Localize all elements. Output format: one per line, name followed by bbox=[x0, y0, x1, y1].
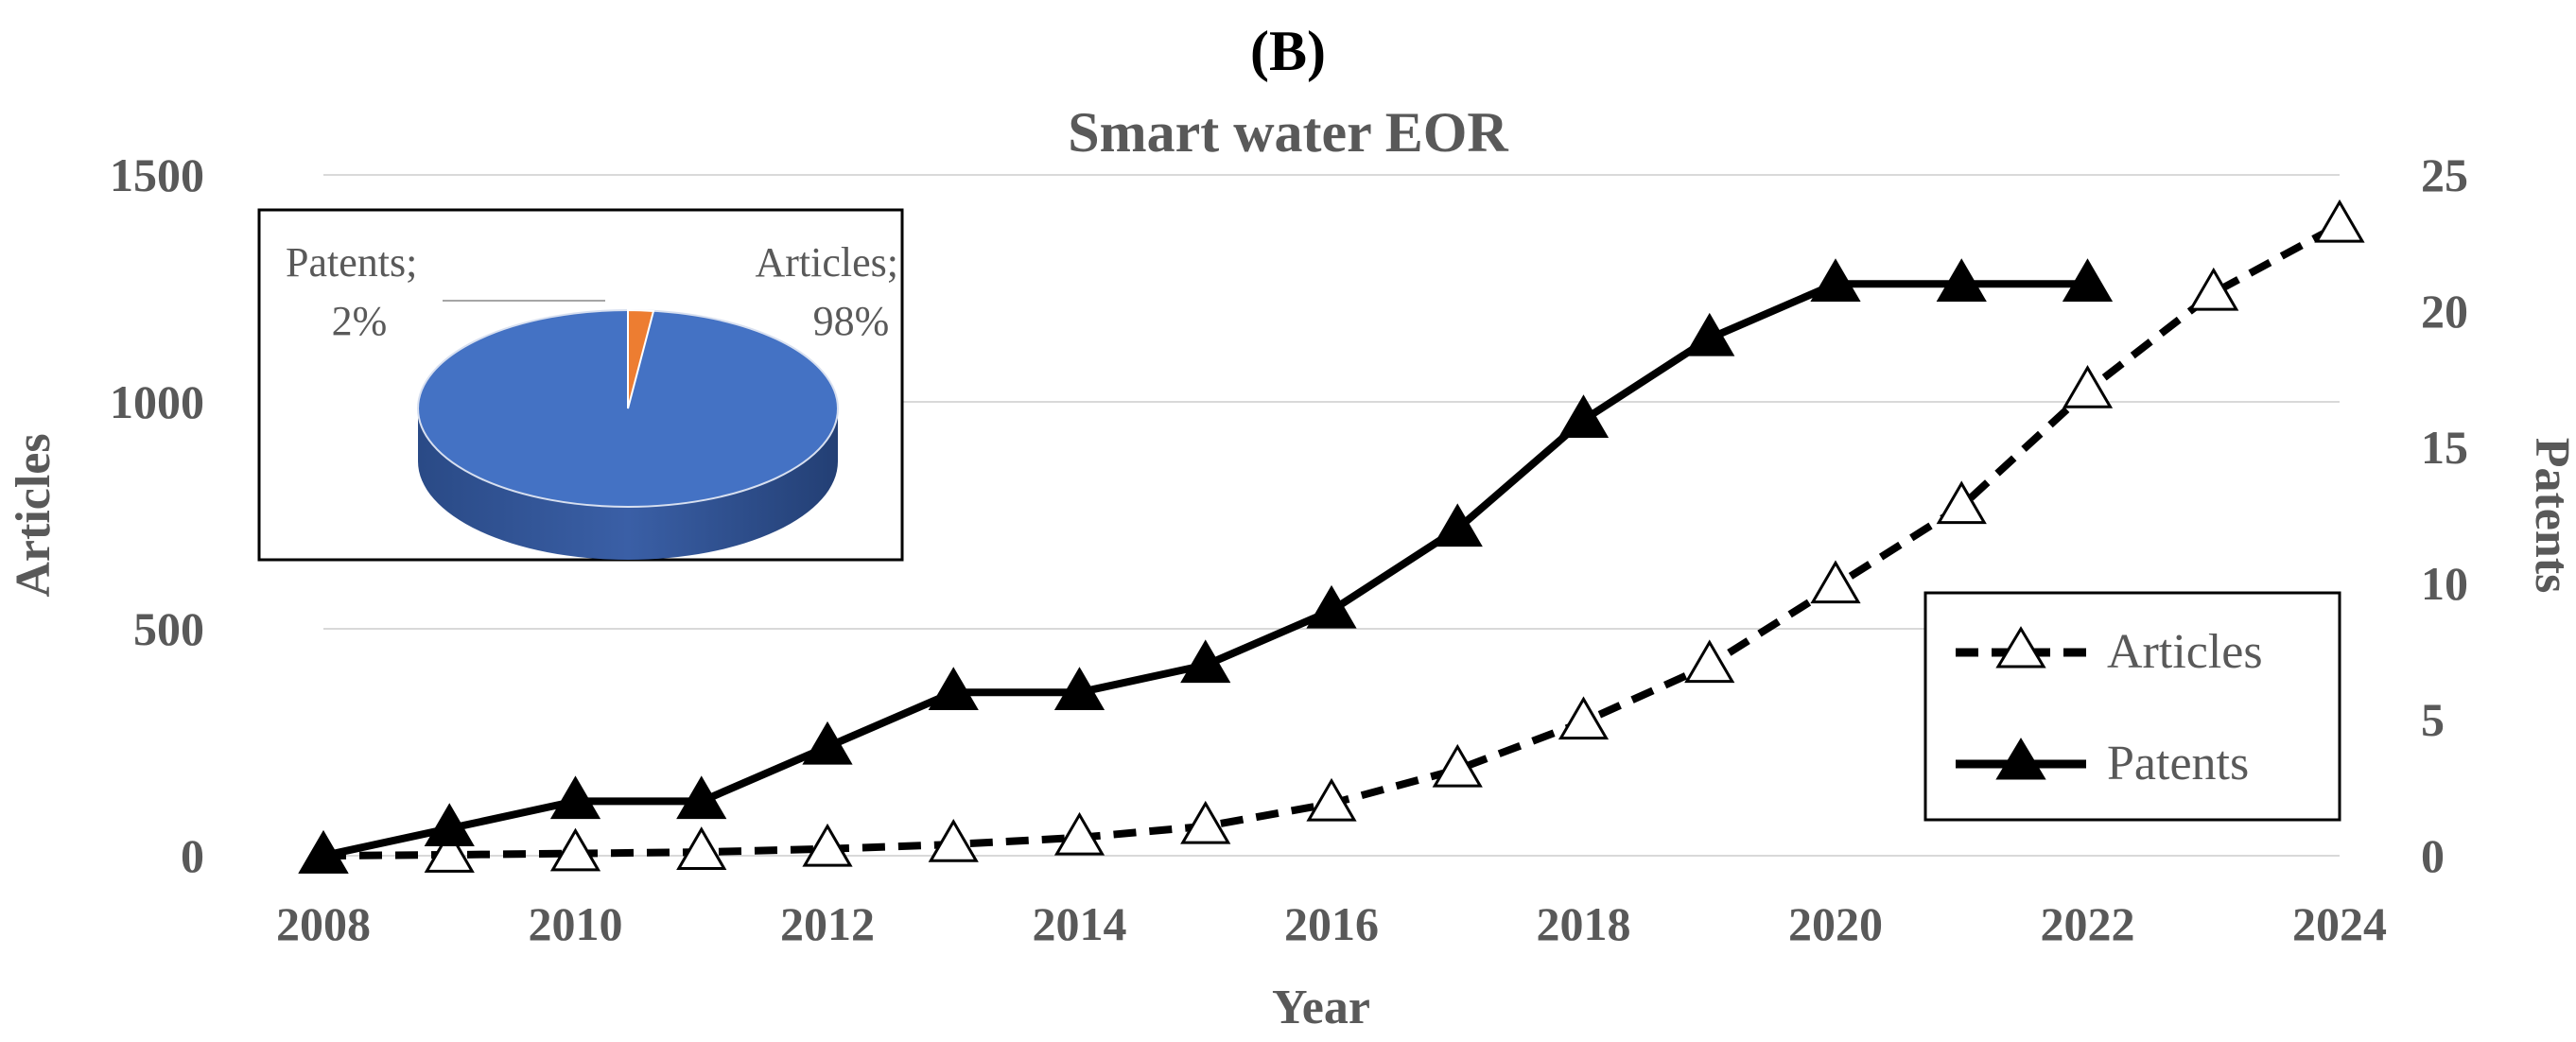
articles-point bbox=[549, 827, 601, 872]
articles-point bbox=[2314, 199, 2365, 243]
x-tick-label: 2014 bbox=[1033, 897, 1127, 950]
y-right-tick-label: 25 bbox=[2421, 148, 2468, 201]
y-left-tick-label: 1500 bbox=[110, 148, 204, 201]
pie-percent-patents: 2% bbox=[332, 298, 388, 344]
patents-point bbox=[1558, 394, 1610, 438]
y-axis-left: 0 500 1000 1500 bbox=[110, 148, 204, 882]
patents-point bbox=[424, 803, 475, 846]
patents-point bbox=[1053, 667, 1105, 710]
patents-point bbox=[1810, 258, 1861, 302]
articles-point bbox=[1810, 560, 1861, 604]
patents-point bbox=[1306, 584, 1357, 629]
legend-patents-marker bbox=[1995, 738, 2046, 780]
y-right-tick-label: 10 bbox=[2421, 557, 2468, 610]
chart-title: Smart water EOR bbox=[1068, 101, 1508, 164]
y-left-tick-label: 0 bbox=[181, 829, 204, 882]
legend-articles-marker bbox=[1995, 626, 2046, 669]
patents-point bbox=[802, 721, 853, 765]
x-tick-label: 2018 bbox=[1537, 897, 1631, 950]
articles-point bbox=[1558, 696, 1610, 740]
x-axis: 2008 2010 2012 2014 2016 2018 2020 2022 2024 bbox=[276, 897, 2387, 950]
y-right-tick-label: 0 bbox=[2421, 829, 2445, 882]
series-patents bbox=[298, 258, 2114, 874]
articles-point bbox=[928, 819, 979, 862]
y-left-tick-label: 500 bbox=[133, 602, 204, 655]
pie-percent-articles: 98% bbox=[813, 298, 890, 344]
y-right-tick-label: 15 bbox=[2421, 421, 2468, 474]
patents-point bbox=[1684, 312, 1735, 356]
legend: Articles Patents bbox=[1923, 591, 2341, 822]
articles-point bbox=[424, 829, 475, 873]
x-axis-title: Year bbox=[1272, 981, 1370, 1034]
x-tick-label: 2016 bbox=[1284, 897, 1379, 950]
pie-label-patents: Patents; bbox=[286, 239, 417, 286]
legend-patents-label: Patents bbox=[2107, 737, 2249, 790]
articles-point bbox=[1306, 777, 1357, 822]
x-tick-label: 2008 bbox=[276, 897, 371, 950]
patents-point bbox=[928, 667, 979, 710]
patents-point bbox=[1432, 503, 1483, 547]
y-axis-right: 0 5 10 15 20 25 bbox=[2421, 148, 2468, 882]
legend-box bbox=[1923, 591, 2341, 822]
articles-point bbox=[802, 823, 853, 867]
articles-point bbox=[2062, 365, 2114, 408]
inset-pie-chart: Patents; 2% Articles; 98% bbox=[257, 208, 904, 562]
y-right-tick-label: 5 bbox=[2421, 693, 2445, 746]
patents-point bbox=[1180, 639, 1231, 684]
y-right-tick-label: 20 bbox=[2421, 285, 2468, 338]
articles-point bbox=[1936, 480, 1987, 525]
patents-point bbox=[298, 830, 349, 874]
articles-point bbox=[1684, 639, 1735, 684]
pie-label-articles: Articles; bbox=[755, 239, 898, 286]
patents-point bbox=[2062, 258, 2114, 302]
articles-point bbox=[1180, 800, 1231, 844]
x-tick-label: 2010 bbox=[529, 897, 623, 950]
patents-point bbox=[1936, 258, 1987, 302]
pie-slice-patents bbox=[627, 308, 655, 409]
x-tick-label: 2022 bbox=[2041, 897, 2135, 950]
articles-point bbox=[1053, 811, 1105, 856]
articles-point bbox=[2188, 267, 2239, 311]
articles-point bbox=[676, 826, 727, 870]
y-axis-left-title: Articles bbox=[7, 433, 61, 597]
patents-point bbox=[676, 775, 727, 820]
articles-point bbox=[1432, 743, 1483, 788]
pie-side bbox=[418, 408, 838, 560]
y-axis-right-title: Patents bbox=[2525, 438, 2576, 594]
patents-point bbox=[549, 775, 601, 820]
x-tick-label: 2024 bbox=[2292, 897, 2387, 950]
x-tick-label: 2020 bbox=[1788, 897, 1883, 950]
x-tick-label: 2012 bbox=[780, 897, 875, 950]
panel-label: (B) bbox=[1250, 20, 1326, 82]
y-left-tick-label: 1000 bbox=[110, 375, 204, 428]
legend-articles-label: Articles bbox=[2107, 625, 2263, 679]
